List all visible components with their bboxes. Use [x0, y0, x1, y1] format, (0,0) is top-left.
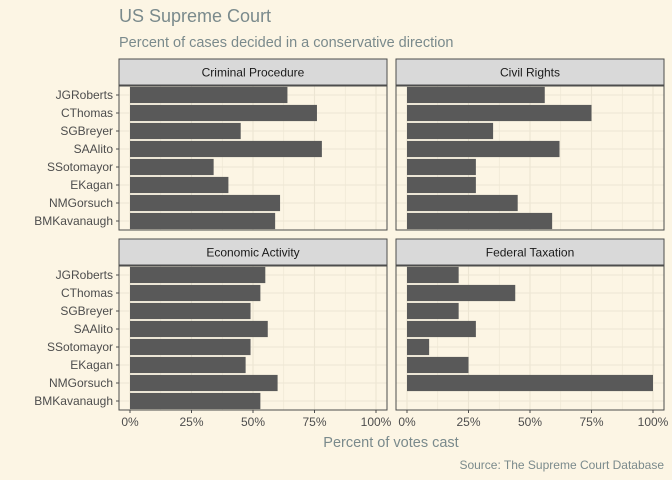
x-tick-label: 100%: [361, 415, 392, 429]
bar: [130, 320, 268, 338]
y-tick-label: CThomas: [61, 286, 113, 300]
bar: [130, 338, 251, 356]
facet-title: Criminal Procedure: [202, 66, 305, 80]
x-tick-label: 75%: [302, 415, 326, 429]
bar: [130, 266, 266, 284]
facet-panels: Criminal Procedure JGRoberts CThomas SGBrey…: [34, 58, 669, 429]
facet-panel: Civil Rights: [395, 58, 665, 231]
x-tick-label: 25%: [179, 415, 203, 429]
bar: [407, 374, 653, 392]
bar: [407, 338, 430, 356]
y-tick-label: BMKavanaugh: [34, 214, 113, 228]
y-tick-label: NMGorsuch: [49, 196, 113, 210]
y-tick-label: EKagan: [70, 178, 113, 192]
bar: [407, 122, 494, 140]
facet-title: Federal Taxation: [486, 246, 575, 260]
panel-border: [395, 85, 665, 231]
y-tick-label: SSotomayor: [47, 160, 113, 174]
bar: [407, 158, 476, 176]
bar: [130, 194, 281, 212]
y-tick-label: SSotomayor: [47, 340, 113, 354]
bar: [407, 104, 592, 122]
y-tick-label: NMGorsuch: [49, 376, 113, 390]
bar: [130, 122, 241, 140]
bar: [407, 212, 553, 230]
bar: [407, 320, 476, 338]
x-tick-label: 25%: [456, 415, 480, 429]
x-axis-label: Percent of votes cast: [323, 435, 458, 451]
bar: [407, 140, 560, 158]
y-tick-label: JGRoberts: [56, 268, 113, 282]
facet-panel: Economic Activity JGRoberts CThomas SGBreye…: [34, 238, 392, 429]
bar: [130, 392, 261, 410]
x-tick-label: 100%: [638, 415, 669, 429]
y-tick-label: CThomas: [61, 106, 113, 120]
facet-strip: [118, 58, 388, 86]
bar: [130, 302, 251, 320]
facet-strip: [395, 58, 665, 86]
panel-border: [118, 85, 388, 231]
y-tick-label: SAAlito: [74, 142, 114, 156]
facet-strip: [118, 238, 388, 266]
chart-subtitle: Percent of cases decided in a conservati…: [119, 35, 454, 51]
bar: [407, 356, 469, 374]
x-tick-label: 0%: [398, 415, 416, 429]
x-tick-label: 75%: [579, 415, 603, 429]
bar: [407, 266, 459, 284]
facet-panel: Federal Taxation 0% 25% 50% 75% 100%: [395, 238, 669, 429]
bar: [130, 104, 317, 122]
bar: [407, 302, 459, 320]
y-tick-label: SGBreyer: [60, 124, 113, 138]
facet-title: Civil Rights: [500, 66, 560, 80]
y-tick-label: BMKavanaugh: [34, 394, 113, 408]
bar: [407, 194, 518, 212]
chart-caption: Source: The Supreme Court Database: [459, 458, 664, 472]
facet-title: Economic Activity: [206, 246, 299, 260]
bar: [130, 158, 214, 176]
y-tick-label: JGRoberts: [56, 88, 113, 102]
y-tick-label: SAAlito: [74, 322, 114, 336]
bar: [130, 356, 246, 374]
chart-title: US Supreme Court: [119, 6, 271, 26]
x-tick-label: 0%: [121, 415, 139, 429]
facet-strip: [395, 238, 665, 266]
bar: [407, 86, 545, 104]
bar: [130, 212, 276, 230]
bar: [130, 284, 261, 302]
bar: [130, 140, 322, 158]
x-tick-label: 50%: [518, 415, 542, 429]
y-tick-label: SGBreyer: [60, 304, 113, 318]
facet-panel: Criminal Procedure JGRoberts CThomas SGBrey…: [34, 58, 388, 231]
y-tick-label: EKagan: [70, 358, 113, 372]
bar: [407, 176, 476, 194]
bar: [130, 86, 288, 104]
bar: [407, 284, 516, 302]
bar: [130, 374, 278, 392]
bar: [130, 176, 229, 194]
x-tick-label: 50%: [241, 415, 265, 429]
